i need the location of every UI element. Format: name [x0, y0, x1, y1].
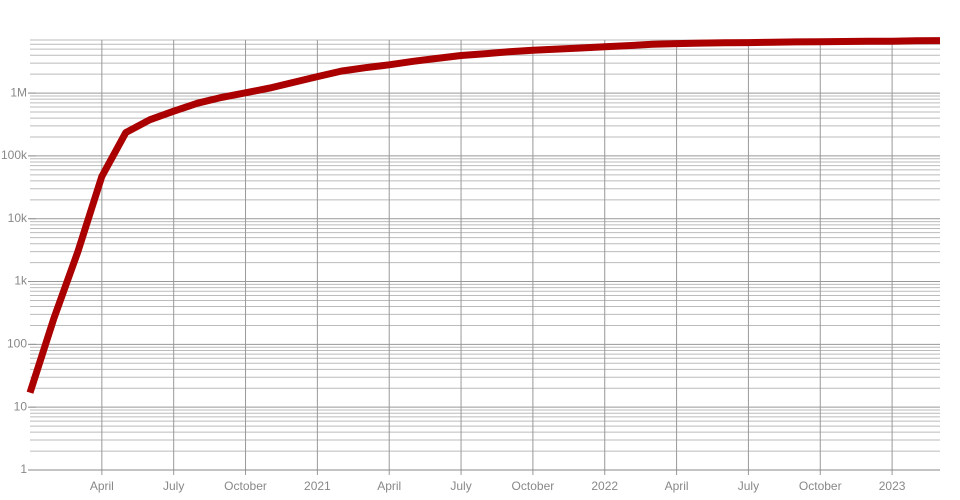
data-line [26, 37, 941, 394]
x-tick-label: April [377, 479, 401, 493]
x-tick-label: April [90, 479, 114, 493]
y-tick-label: 10 [14, 399, 28, 413]
x-tick-label: 2023 [879, 479, 906, 493]
y-tick-label: 1k [14, 274, 28, 288]
x-tick-label: October [799, 479, 842, 493]
y-tick-label: 1 [20, 462, 27, 476]
y-tick-label: 1M [10, 85, 27, 99]
y-tick-label: 10k [8, 211, 28, 225]
x-tick-label: 2021 [304, 479, 331, 493]
x-tick-label: October [224, 479, 267, 493]
x-tick-label: July [163, 479, 184, 493]
x-tick-label: October [512, 479, 555, 493]
x-tick-label: July [738, 479, 759, 493]
y-tick-label: 100 [7, 337, 27, 351]
x-tick-label: 2022 [591, 479, 618, 493]
x-tick-label: April [665, 479, 689, 493]
y-tick-label: 100k [1, 148, 28, 162]
x-tick-label: July [450, 479, 471, 493]
